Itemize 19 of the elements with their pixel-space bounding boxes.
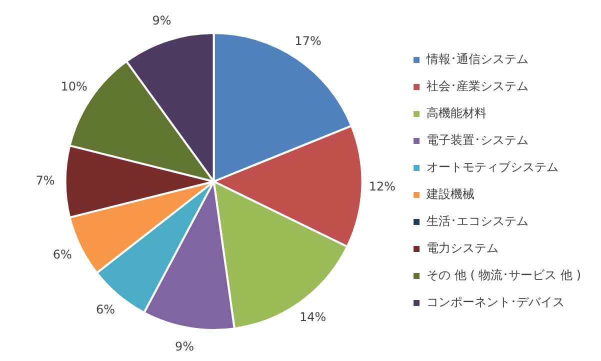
legend-label: オートモティブシステム	[426, 160, 559, 174]
legend-label: 情報･通信システム	[426, 52, 529, 66]
legend-label: コンポーネント･デバイス	[426, 295, 565, 310]
data-label: 9%	[152, 13, 172, 28]
legend-label: 電子装置･システム	[426, 133, 529, 148]
legend-label: その 他 ( 物流･サービス 他 )	[426, 268, 581, 282]
legend-label: 建設機械	[426, 187, 475, 202]
data-label: 17%	[294, 34, 322, 48]
data-label: 10%	[60, 79, 88, 94]
data-label: 7%	[36, 174, 55, 188]
legend-label: 社会･産業システム	[426, 79, 529, 94]
legend-label: 生活･エコシステム	[426, 214, 529, 228]
data-label: 6%	[52, 247, 72, 262]
data-label: 9%	[175, 340, 194, 354]
legend-label: 高機能材料	[426, 106, 487, 120]
data-label: 14%	[299, 310, 326, 324]
data-label: 6%	[96, 302, 115, 317]
data-label: 12%	[368, 180, 396, 194]
legend-label: 電力システム	[426, 241, 499, 256]
